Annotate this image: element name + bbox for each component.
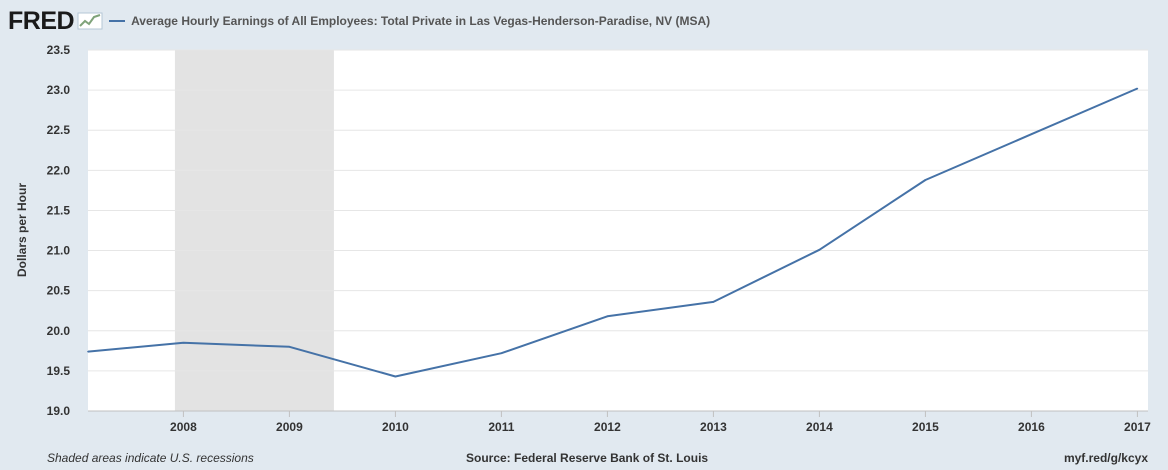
data-point [606,315,609,318]
chart-header: FRED Average Hourly Earnings of All Empl… [8,6,710,36]
y-tick-label: 23.5 [47,43,71,57]
y-tick-label: 22.0 [47,163,71,177]
data-point [712,301,715,303]
data-point [87,350,89,353]
x-tick-label: 2010 [382,420,409,434]
x-tick-label: 2011 [488,420,514,434]
y-tick-label: 20.0 [47,324,71,338]
y-tick-label: 22.5 [47,123,71,137]
x-tick-label: 2008 [170,420,197,434]
recession-note: Shaded areas indicate U.S. recessions [47,451,254,465]
data-point [1136,87,1139,90]
y-tick-label: 21.5 [47,203,71,217]
data-point [500,352,503,355]
x-tick-label: 2017 [1124,420,1151,434]
data-point [394,375,397,378]
x-tick-label: 2016 [1018,420,1045,434]
y-tick-label: 20.5 [47,284,71,298]
legend-series-title: Average Hourly Earnings of All Employees… [131,14,711,28]
short-link[interactable]: myf.red/g/kcyx [1063,451,1148,465]
recession-band [174,50,334,411]
y-tick-label: 19.0 [47,404,71,418]
x-tick-label: 2013 [700,420,727,434]
data-point [182,342,185,344]
data-point [1030,133,1033,136]
x-tick-label: 2012 [594,420,621,434]
x-tick-label: 2014 [806,420,833,434]
y-tick-label: 19.5 [47,364,71,378]
y-tick-label: 21.0 [47,244,71,258]
source-credit: Source: Federal Reserve Bank of St. Loui… [466,451,709,465]
fred-logo[interactable]: FRED [8,6,75,35]
data-point [288,346,291,348]
data-point [924,179,927,181]
x-tick-label: 2015 [912,420,939,434]
y-tick-label: 23.0 [47,83,71,97]
x-tick-label: 2009 [276,420,303,434]
legend-swatch [109,20,126,22]
line-graph-icon [77,12,103,30]
data-point [818,248,821,251]
